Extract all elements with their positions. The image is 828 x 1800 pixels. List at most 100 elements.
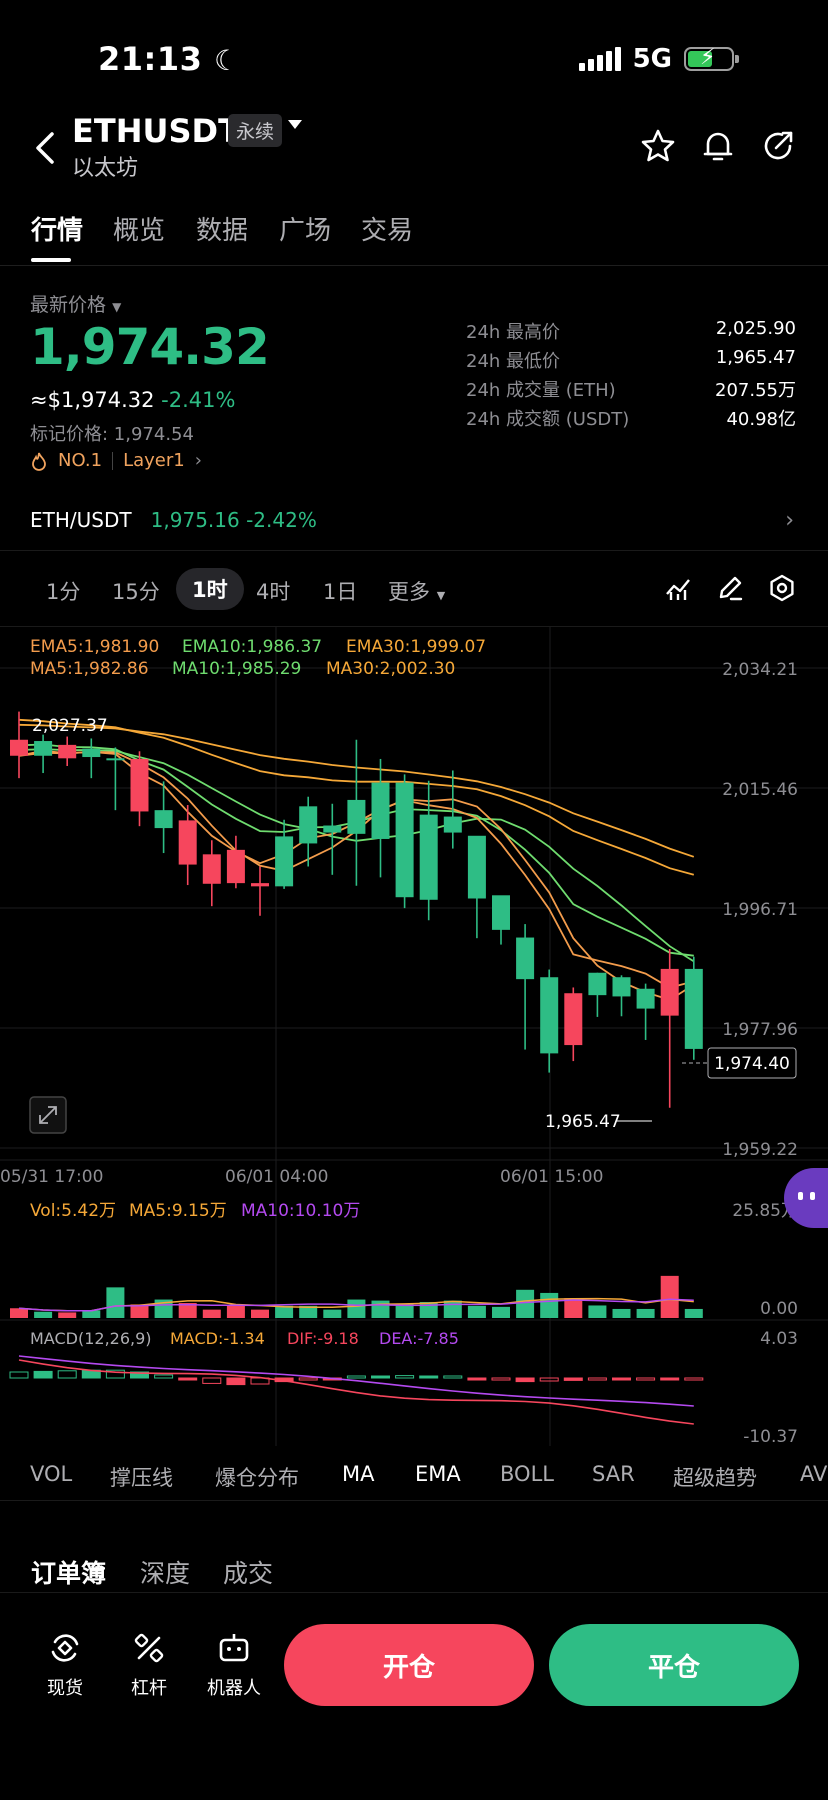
candle-body [660,968,679,1016]
ind-tab-liquidation[interactable]: 爆仓分布 [215,1466,299,1490]
usd-price-line: ≈$1,974.32 -2.41% [30,388,235,412]
ind-tab-boll[interactable]: BOLL [500,1462,554,1486]
candle-body [10,739,28,756]
timeframe-1h[interactable]: 1时 [176,568,244,610]
reference-price: 1,975.16 [150,508,240,532]
candle-body [130,758,149,812]
ema30-label: EMA30:1,999.07 [346,637,486,657]
ind-tab-ma[interactable]: MA [342,1462,375,1486]
draw-pen-icon[interactable] [716,574,744,602]
macd-bars [9,1355,704,1425]
current-price-marker[interactable]: 1,974.40 [714,1054,790,1074]
tab-square[interactable]: 广场 [279,216,332,246]
ind-tab-sar[interactable]: SAR [592,1462,635,1486]
timeframe-4h[interactable]: 4时 [256,580,291,604]
macd-bar [154,1374,174,1379]
macd-bar [660,1377,680,1381]
macd-bar [105,1369,125,1379]
vol-axis-bottom: 0.00 [760,1299,798,1319]
divider [0,626,828,627]
macd-bar [636,1377,656,1381]
candle-body [154,810,173,829]
robot-icon [219,1634,249,1662]
open-position-button[interactable]: 开仓 [284,1624,534,1706]
timeframe-15m[interactable]: 15分 [112,580,160,604]
y-tick: 2,034.21 [722,660,798,680]
macd-bar [563,1377,583,1381]
ind-tab-support[interactable]: 撑压线 [110,1466,173,1490]
candle-body [492,895,510,930]
candle-body [540,977,559,1054]
assistant-bubble[interactable] [784,1168,828,1228]
tab-market[interactable]: 行情 [31,216,84,246]
volume-bar [540,1292,559,1318]
pair-dropdown-icon[interactable] [288,120,302,129]
tab-overview[interactable]: 概览 [113,216,166,246]
candle-body [612,977,631,997]
volume-bar [251,1309,269,1318]
ind-tab-supertrend[interactable]: 超级趋势 [673,1466,757,1490]
battery-icon: ⚡ [684,45,739,71]
star-icon[interactable] [640,128,676,164]
reference-pair-row[interactable]: ETH/USDT 1,975.16 -2.42% [30,508,317,532]
macd-axis-top: 4.03 [760,1329,798,1349]
stat-high-label: 24h 最高价 [466,322,561,343]
nav-robot[interactable]: 机器人 [204,1628,264,1700]
kline-chart[interactable]: EMA5:1,981.90 EMA10:1,986.37 EMA30:1,999… [0,627,828,1447]
candle-body [516,937,535,980]
macd-bar [539,1377,559,1382]
divider [0,265,828,266]
stat-volume-value: 207.55万 [715,380,796,401]
timeframe-1m[interactable]: 1分 [46,580,81,604]
macd-bar [467,1377,487,1381]
stat-turnover-value: 40.98亿 [726,409,796,430]
volume-bar [275,1305,294,1318]
macd-bar [612,1377,631,1381]
settings-icon[interactable] [768,574,796,602]
candle-body [202,854,221,884]
volume-bars [10,1275,703,1318]
ind-tab-ema[interactable]: EMA [415,1462,461,1486]
bell-icon[interactable] [700,128,736,164]
candle-body [82,748,101,758]
back-icon[interactable] [26,128,66,168]
nav-leverage-label: 杠杆 [131,1678,167,1699]
nav-leverage[interactable]: 杠杆 [119,1628,179,1700]
chart-grid [0,627,828,1446]
candle-body [347,799,366,834]
ma30-label: MA30:2,002.30 [326,659,455,679]
candle-body [34,741,53,756]
pair-subtitle: 以太坊 [72,156,139,181]
close-position-button[interactable]: 平仓 [549,1624,799,1706]
ma5-label: MA5:1,982.86 [30,659,149,679]
fire-icon [32,452,46,471]
volume-bar [684,1308,703,1318]
pair-title[interactable]: ETHUSDT [72,112,240,150]
tab-orderbook[interactable]: 订单簿 [31,1559,107,1588]
candle-body [299,806,318,844]
ind-tab-av[interactable]: AV [800,1462,828,1486]
x-tick: 06/01 15:00 [500,1167,603,1187]
rank-row[interactable]: NO.1 Layer1 › [30,450,202,471]
timeframe-1d[interactable]: 1日 [323,580,358,604]
tab-trades[interactable]: 成交 [223,1559,274,1588]
stat-low-value: 1,965.47 [715,347,796,368]
last-price-label[interactable]: 最新价格 ▼ [30,294,122,316]
divider [0,1500,828,1501]
macd-bar [33,1370,53,1379]
indicator-icon[interactable] [664,574,692,602]
macd-bar [443,1375,463,1379]
stat-turnover-label: 24h 成交额 (USDT) [466,409,630,430]
candle-body [467,835,486,899]
macd-axis-bottom: -10.37 [743,1427,798,1447]
ind-tab-vol[interactable]: VOL [30,1462,73,1486]
candle-body [371,782,390,839]
share-icon[interactable] [760,128,796,164]
tab-data[interactable]: 数据 [196,216,249,246]
nav-spot[interactable]: 现货 [35,1628,95,1700]
timeframe-more[interactable]: 更多 ▼ [388,580,446,604]
tab-trade[interactable]: 交易 [361,216,414,246]
tab-depth[interactable]: 深度 [140,1559,191,1588]
divider [0,1592,828,1593]
chevron-right-icon[interactable]: › [785,508,794,533]
